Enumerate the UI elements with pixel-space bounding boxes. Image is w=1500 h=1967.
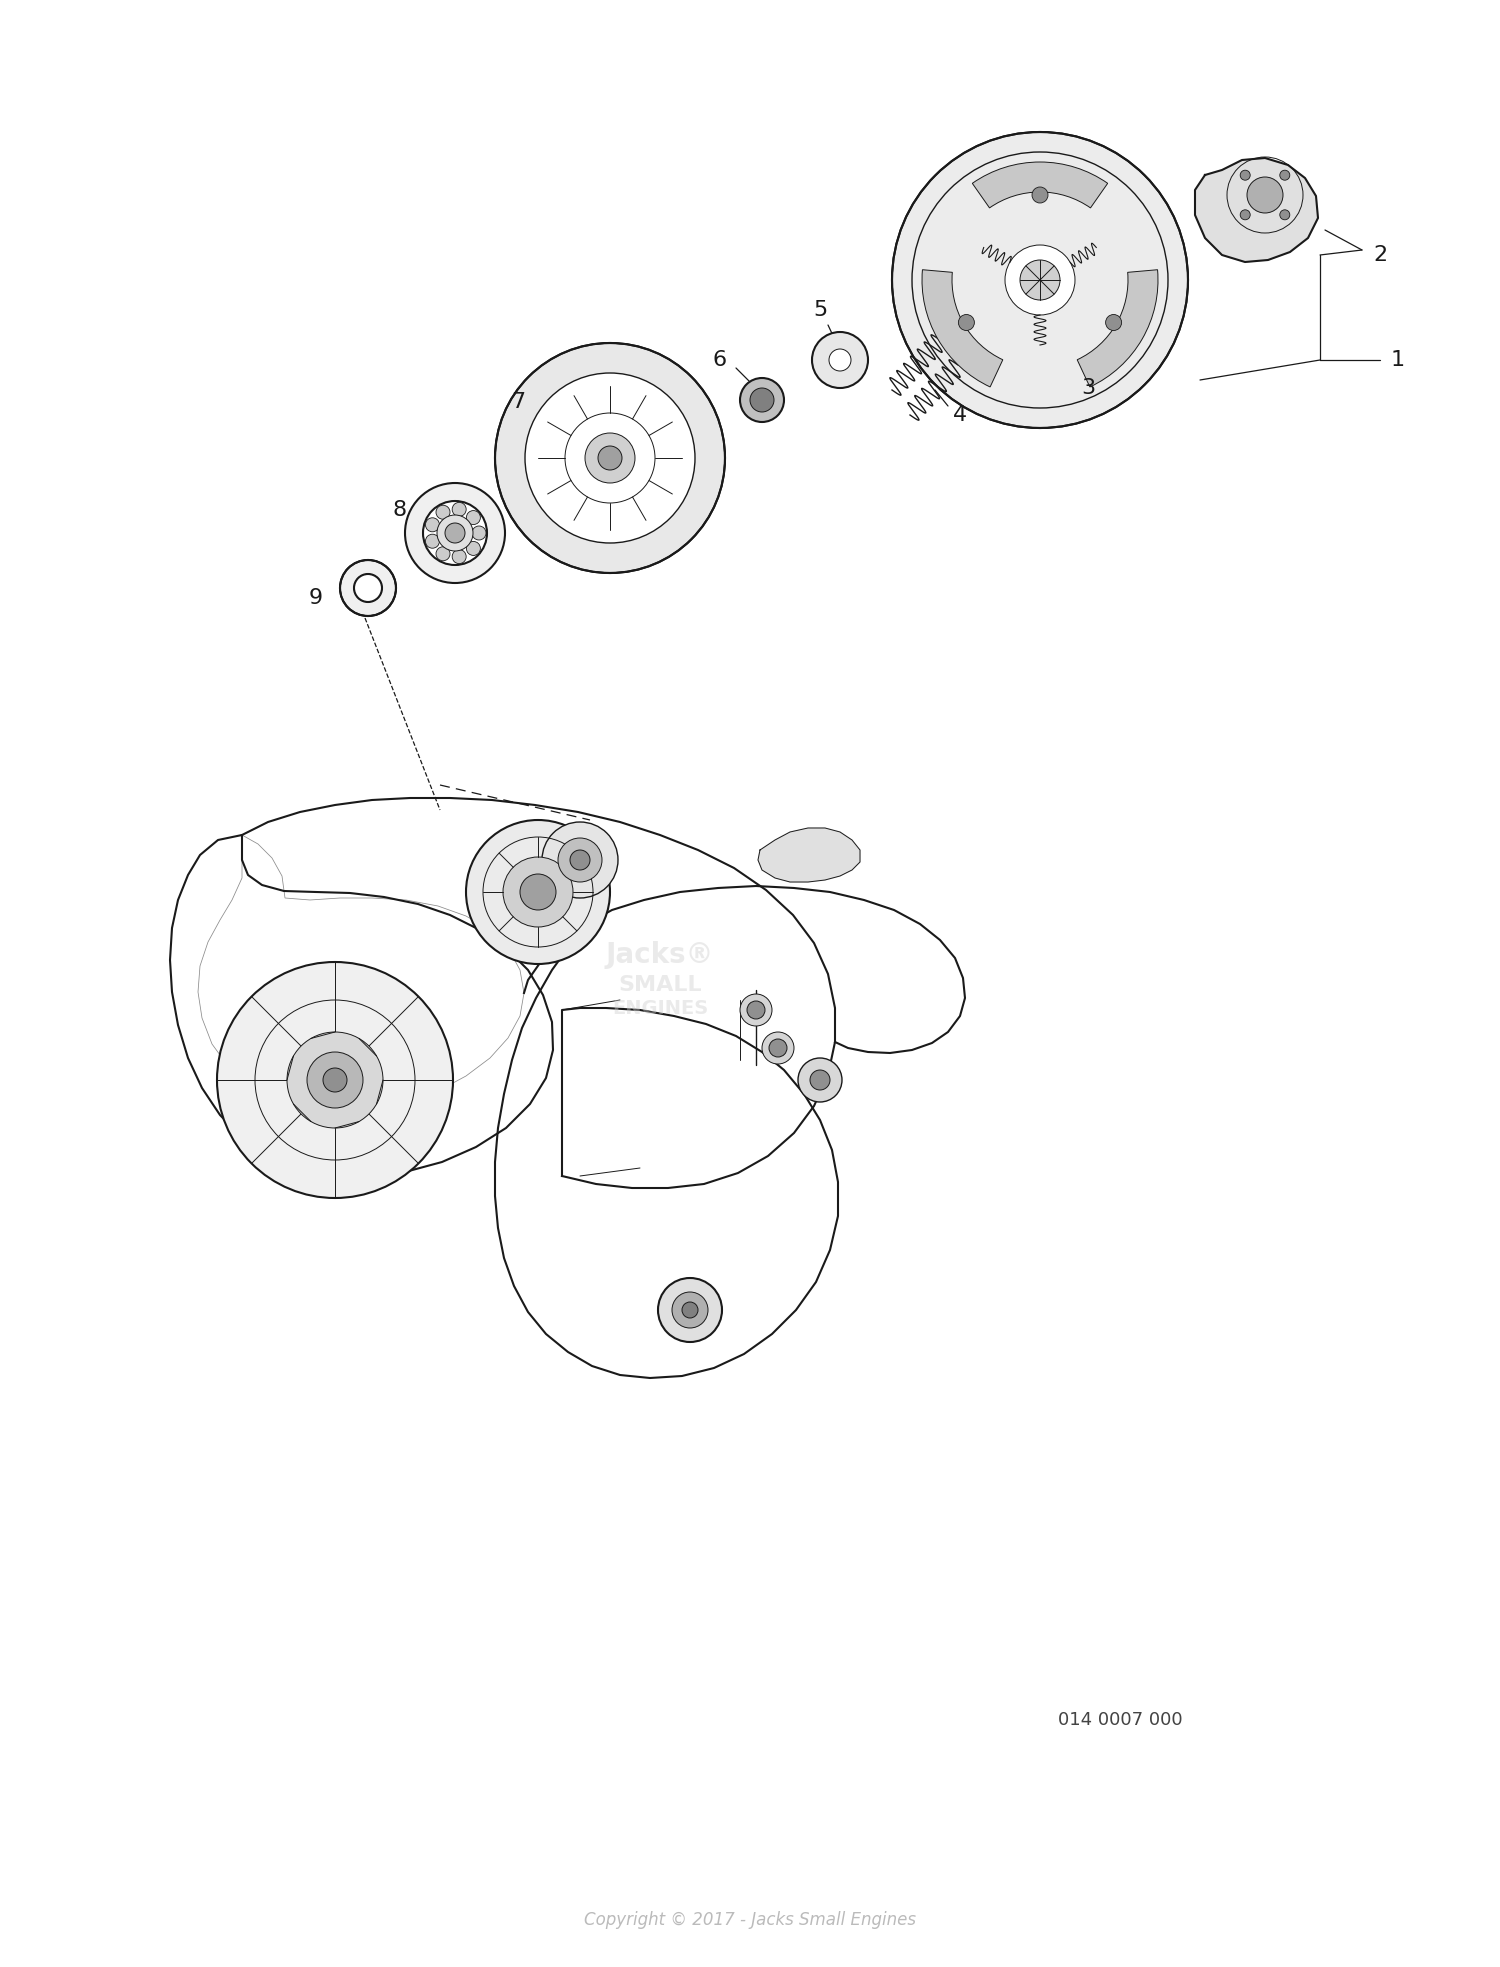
Circle shape [682,1302,698,1318]
Circle shape [747,1001,765,1019]
Circle shape [525,374,694,543]
Circle shape [1280,210,1290,220]
Circle shape [750,387,774,411]
Circle shape [740,993,772,1027]
Text: 4: 4 [952,405,968,425]
Circle shape [436,515,472,551]
Circle shape [340,561,396,616]
Circle shape [542,822,618,899]
Circle shape [466,541,480,555]
Circle shape [658,1279,722,1341]
Text: 5: 5 [813,301,826,321]
Circle shape [585,433,634,484]
Circle shape [1106,315,1122,330]
Circle shape [503,858,573,926]
Text: Copyright © 2017 - Jacks Small Engines: Copyright © 2017 - Jacks Small Engines [584,1912,916,1930]
Text: ENGINES: ENGINES [612,999,708,1017]
Circle shape [466,511,480,525]
Circle shape [426,517,439,531]
Text: 2: 2 [1372,246,1388,266]
Circle shape [558,838,602,881]
Polygon shape [758,828,859,881]
Circle shape [308,1052,363,1107]
Circle shape [812,332,868,387]
Wedge shape [1077,269,1158,387]
Circle shape [1280,171,1290,181]
Circle shape [446,523,465,543]
Circle shape [286,1033,382,1127]
Circle shape [452,549,466,565]
Circle shape [466,820,610,964]
Circle shape [770,1039,788,1056]
Circle shape [426,535,439,549]
Circle shape [672,1292,708,1328]
Text: 1: 1 [1390,350,1406,370]
Circle shape [892,132,1188,429]
Circle shape [495,342,724,572]
Circle shape [830,348,850,372]
Circle shape [472,525,486,541]
Text: 014 0007 000: 014 0007 000 [1058,1711,1182,1729]
Circle shape [1032,187,1048,203]
Text: 7: 7 [512,391,525,411]
Circle shape [354,574,382,602]
Circle shape [598,447,622,470]
Circle shape [423,502,488,565]
Circle shape [452,502,466,517]
Circle shape [1246,177,1282,212]
Circle shape [810,1070,830,1090]
Circle shape [217,962,453,1198]
Circle shape [405,484,506,582]
Text: 3: 3 [1082,378,1095,397]
Circle shape [1005,246,1076,315]
Wedge shape [922,269,1004,387]
Circle shape [762,1033,794,1064]
Circle shape [740,378,784,423]
Circle shape [520,873,556,911]
Circle shape [798,1058,842,1102]
Wedge shape [972,161,1107,209]
Text: Jacks®: Jacks® [606,940,714,970]
Text: SMALL: SMALL [618,976,702,995]
Circle shape [570,850,590,869]
Circle shape [1020,260,1060,301]
Polygon shape [1196,157,1318,262]
Circle shape [1240,171,1250,181]
Circle shape [436,506,450,519]
Text: 8: 8 [393,500,406,519]
Circle shape [1240,210,1250,220]
Text: 9: 9 [309,588,322,608]
Circle shape [958,315,975,330]
Circle shape [436,547,450,561]
Text: 6: 6 [712,350,728,370]
Circle shape [322,1068,346,1092]
